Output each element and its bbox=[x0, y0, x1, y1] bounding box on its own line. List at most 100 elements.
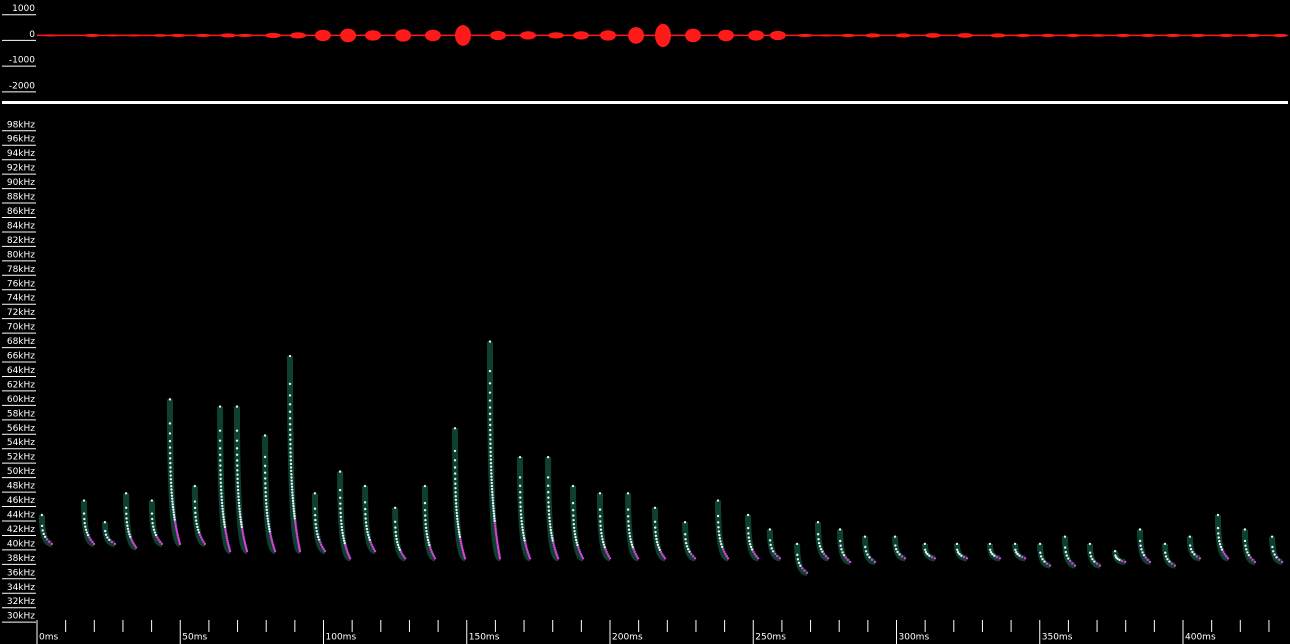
call-point bbox=[288, 354, 292, 358]
y-tick-label: 76kHz bbox=[7, 279, 35, 289]
call-point bbox=[893, 535, 897, 538]
call-point bbox=[433, 557, 437, 560]
call-point bbox=[154, 533, 158, 537]
y-tick-label: 58kHz bbox=[7, 409, 35, 419]
waveform-pane: 1000 0 -1000 -2000 bbox=[2, 4, 1289, 93]
call-point bbox=[490, 487, 494, 491]
call-point bbox=[1114, 554, 1117, 557]
call-point bbox=[756, 557, 760, 560]
call-point bbox=[224, 530, 227, 533]
call-point bbox=[627, 515, 630, 518]
call-point bbox=[289, 459, 292, 462]
call-point bbox=[291, 496, 294, 500]
call-point bbox=[576, 543, 579, 547]
call-point bbox=[170, 488, 173, 491]
y-tick-label: 30kHz bbox=[7, 612, 35, 622]
call-point bbox=[1251, 558, 1254, 562]
call-point bbox=[423, 484, 427, 488]
call-point bbox=[716, 514, 720, 518]
call-point bbox=[1253, 560, 1257, 564]
call-point bbox=[240, 525, 244, 529]
call-point bbox=[314, 518, 317, 522]
call-point bbox=[548, 519, 551, 523]
call-point bbox=[546, 476, 550, 479]
call-point bbox=[425, 529, 428, 533]
call-point bbox=[346, 551, 349, 554]
call-point bbox=[227, 543, 230, 547]
call-point bbox=[89, 538, 92, 541]
pulse bbox=[769, 30, 786, 41]
call-point bbox=[455, 511, 459, 515]
call-point bbox=[519, 505, 522, 508]
y-tick-label: 46kHz bbox=[7, 496, 35, 506]
call-point bbox=[718, 533, 721, 537]
call-point bbox=[571, 501, 575, 505]
call-point bbox=[423, 508, 427, 512]
call-point bbox=[556, 555, 559, 558]
pulse bbox=[1189, 33, 1206, 37]
call-point bbox=[151, 517, 154, 521]
call-point bbox=[237, 501, 241, 505]
call-point bbox=[797, 561, 801, 565]
call-point bbox=[1123, 560, 1127, 564]
call-point bbox=[197, 531, 201, 534]
call-point bbox=[397, 546, 401, 549]
call-point bbox=[495, 533, 498, 537]
call-point bbox=[240, 523, 243, 526]
call-point bbox=[239, 515, 242, 519]
call-point bbox=[427, 541, 430, 544]
call-point bbox=[995, 555, 999, 559]
x-tick-label: 100ms bbox=[326, 633, 357, 643]
call bbox=[148, 499, 164, 547]
call-point bbox=[169, 478, 173, 481]
call bbox=[452, 427, 467, 562]
call-point bbox=[1088, 551, 1092, 554]
call-point bbox=[496, 544, 500, 548]
call-point bbox=[598, 508, 602, 511]
pulse bbox=[489, 30, 506, 41]
call-point bbox=[548, 516, 551, 520]
call bbox=[794, 542, 809, 576]
call-point bbox=[1138, 528, 1142, 531]
call-point bbox=[489, 461, 493, 465]
call-point bbox=[658, 548, 661, 552]
call-point bbox=[196, 528, 200, 531]
call-point bbox=[926, 552, 929, 556]
y-tick-label: 38kHz bbox=[7, 554, 35, 564]
call-point bbox=[456, 520, 459, 523]
call-point bbox=[239, 520, 243, 524]
call-point bbox=[104, 533, 108, 536]
x-tick-label: 300ms bbox=[899, 633, 930, 643]
call-point bbox=[598, 492, 602, 495]
call-point bbox=[547, 501, 550, 504]
call-point bbox=[88, 536, 91, 539]
call-point bbox=[628, 535, 632, 538]
call-point bbox=[685, 545, 689, 548]
call-point bbox=[457, 525, 460, 529]
call-point bbox=[873, 560, 877, 564]
call-point bbox=[603, 546, 606, 549]
call-point bbox=[313, 492, 317, 495]
call-point bbox=[235, 447, 239, 450]
pulse bbox=[628, 27, 645, 44]
call-point bbox=[866, 553, 869, 556]
call-point bbox=[554, 550, 558, 554]
call-point bbox=[864, 545, 867, 549]
call-point bbox=[228, 547, 231, 551]
call-point bbox=[235, 459, 239, 462]
call-point bbox=[172, 513, 176, 517]
call-point bbox=[1218, 539, 1221, 543]
call-point bbox=[842, 553, 846, 557]
call-point bbox=[492, 514, 496, 518]
call-point bbox=[1065, 554, 1069, 557]
call-point bbox=[456, 523, 460, 526]
call-point bbox=[453, 459, 457, 462]
call-point bbox=[318, 540, 322, 544]
call-point bbox=[222, 518, 226, 521]
call-point bbox=[1271, 545, 1274, 549]
call-point bbox=[169, 470, 172, 473]
call bbox=[286, 354, 302, 555]
call-point bbox=[223, 525, 227, 529]
call-point bbox=[657, 546, 660, 549]
